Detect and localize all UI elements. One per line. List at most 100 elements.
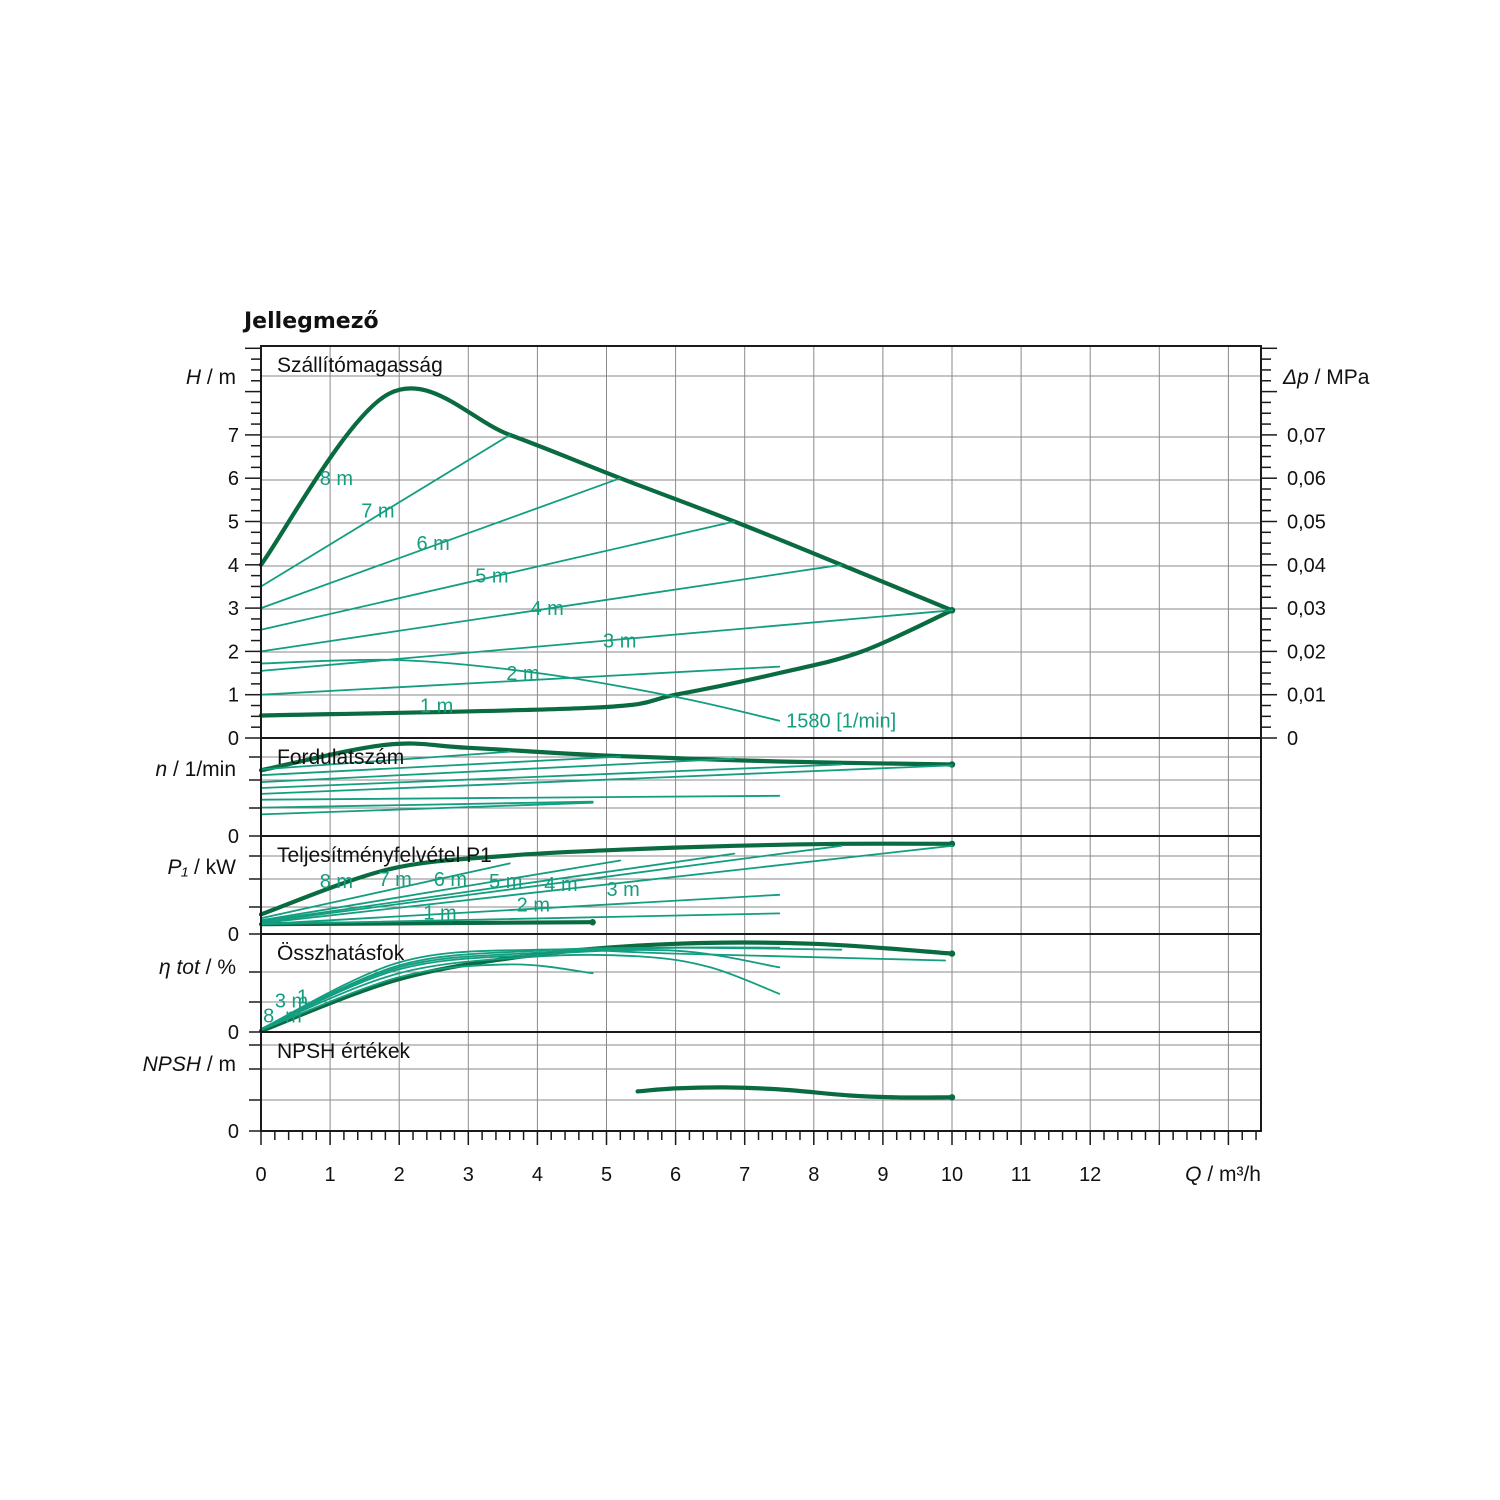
head-series-line-1: [258, 608, 955, 718]
x-tick-label: 9: [877, 1164, 888, 1186]
head-curve-label: 5 m: [475, 566, 508, 588]
x-tick-label: 0: [255, 1164, 266, 1186]
head-curve-label: 1 m: [420, 696, 453, 718]
npsh-endpoint-marker: [948, 1094, 956, 1101]
head-y-tick-label: 7: [228, 425, 239, 447]
dp-axis-label: Δp / MPa: [1282, 366, 1370, 389]
x-tick-label: 4: [532, 1164, 543, 1186]
power-curve-label: 1 m: [423, 902, 456, 924]
head-curve-label: 7 m: [361, 501, 394, 523]
x-tick-label: 5: [601, 1164, 612, 1186]
speed-series-line-8: [260, 801, 594, 816]
head-series-line-2m: [260, 665, 781, 696]
power-axis-label: P₁ / kW: [168, 856, 237, 879]
power-series-line-7: [260, 893, 781, 926]
dp-tick-label: 0,02: [1287, 641, 1326, 663]
head-curve-label: 3 m: [603, 631, 636, 653]
power-curve-label: 5 m: [489, 871, 522, 893]
x-tick-label: 1: [325, 1164, 336, 1186]
dp-tick-label: 0,05: [1287, 512, 1326, 534]
head-y-tick-label: 4: [228, 555, 239, 577]
speed-endpoint-marker: [948, 761, 956, 768]
efficiency-axis-label: η tot / %: [159, 956, 236, 979]
npsh-series-line-0: [635, 1085, 955, 1100]
speed-series-line-0: [258, 741, 955, 773]
head-y-tick-label: 6: [228, 468, 239, 490]
efficiency-curve-label: 8: [263, 1005, 274, 1027]
dp-tick-label: 0,06: [1287, 468, 1326, 490]
speed-series-line-5: [260, 764, 953, 795]
power-curve-label: 7 m: [378, 869, 411, 891]
head-y-tick-label: 2: [228, 641, 239, 663]
dp-tick-label: 0,07: [1287, 425, 1326, 447]
x-tick-label: 12: [1079, 1164, 1101, 1186]
dp-tick-label: 0,03: [1287, 598, 1326, 620]
efficiency-y-tick-label: 0: [228, 1022, 239, 1044]
power-series-line-5: [260, 844, 843, 924]
efficiency-curve-label: 3 m: [275, 991, 308, 1013]
power-endpoint-marker: [589, 919, 596, 926]
x-tick-label: 2: [394, 1164, 405, 1186]
head-series-line-7m: [260, 434, 511, 588]
x-tick-label: 11: [1011, 1164, 1032, 1186]
head-y-tick-label: 1: [228, 685, 239, 707]
head-series-line-8m: [258, 386, 955, 613]
head-curve-label: 2 m: [506, 663, 539, 685]
head-curve-label: 4 m: [530, 598, 563, 620]
npsh-axis-label: NPSH / m: [143, 1053, 236, 1076]
power-series-line-8: [260, 912, 781, 926]
speed-axis-label: n / 1/min: [155, 758, 236, 781]
x-tick-label: 7: [739, 1164, 750, 1186]
efficiency-series-line-2: [260, 953, 781, 1030]
head-y-tick-label: 0: [228, 728, 239, 750]
efficiency-panel-title: Összhatásfok: [277, 942, 405, 965]
power-panel-title: Teljesítményfelvétel P1: [277, 844, 492, 867]
npsh-panel-title: NPSH értékek: [277, 1040, 411, 1063]
head-curve-label: 6 m: [416, 533, 449, 555]
x-tick-label: 8: [808, 1164, 819, 1186]
efficiency-series-line-5: [260, 946, 843, 1030]
power-series-line-4: [260, 852, 736, 923]
power-series-line-0: [258, 841, 955, 917]
plot-frame: [260, 345, 1262, 1132]
power-series-line-3: [260, 859, 622, 922]
head-panel-title: Szállítómagasság: [277, 354, 443, 377]
head-series-line-15801min: [260, 658, 781, 722]
efficiency-curve-label: m: [285, 1005, 302, 1027]
speed-series-line-2: [260, 755, 622, 777]
power-curve-label: 6 m: [434, 869, 467, 891]
chart-title: Jellegmező: [242, 309, 379, 334]
power-series-line-2: [260, 862, 511, 920]
efficiency-curve-label: 1: [297, 987, 308, 1009]
dp-tick-label: 0: [1287, 728, 1298, 750]
power-curve-label: 3 m: [607, 879, 640, 901]
efficiency-endpoint-marker: [948, 950, 956, 957]
x-tick-label: 10: [941, 1164, 963, 1186]
power-curve-label: 4 m: [544, 874, 577, 896]
speed-series-line-7: [260, 800, 594, 809]
speed-series-line-4: [260, 763, 843, 789]
dp-tick-label: 0,01: [1287, 685, 1326, 707]
x-tick-label: 3: [463, 1164, 474, 1186]
npsh-y-tick-label: 0: [228, 1121, 239, 1143]
power-series-line-6: [260, 844, 953, 925]
x-axis-label: Q / m³/h: [1185, 1163, 1261, 1186]
dp-tick-label: 0,04: [1287, 555, 1326, 577]
head-axis-label: H / m: [186, 366, 236, 389]
speed-series-line-6: [260, 794, 781, 801]
speed-series-line-1: [260, 750, 511, 771]
speed-series-line-3: [260, 757, 736, 783]
speed-y-tick-label: 0: [228, 826, 239, 848]
speed-panel-title: Fordulatszám: [277, 746, 404, 769]
power-y-tick-label: 0: [228, 924, 239, 946]
head-curve-label: 8 m: [320, 468, 353, 490]
head-series-line-4m: [260, 563, 843, 653]
head-curve-label: 1580 [1/min]: [786, 711, 896, 733]
head-series-line-3m: [260, 609, 953, 672]
power-curve-label: 2 m: [517, 895, 550, 917]
head-y-tick-label: 5: [228, 512, 239, 534]
head-series-line-6m: [260, 477, 622, 609]
x-tick-label: 6: [670, 1164, 681, 1186]
efficiency-series-line-1: [260, 963, 594, 1031]
